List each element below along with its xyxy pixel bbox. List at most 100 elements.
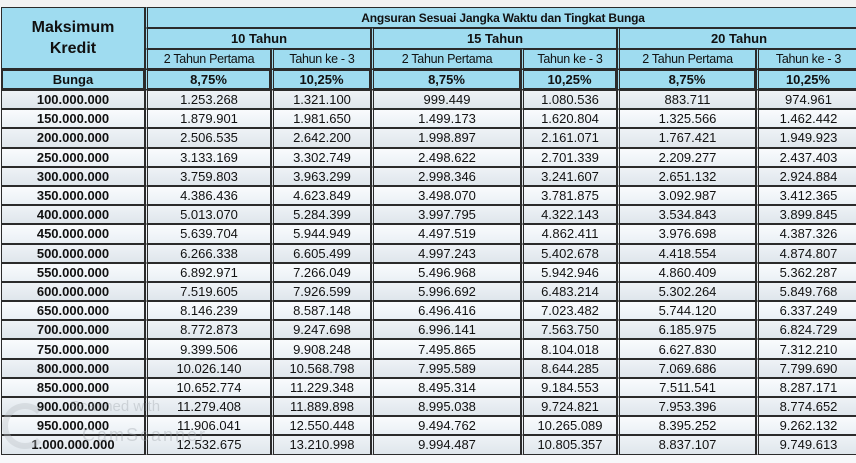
installment-cell: 5.942.946: [521, 262, 617, 282]
installment-cell: 12.532.675: [145, 435, 271, 455]
installment-cell: 2.998.346: [371, 166, 521, 186]
installment-cell: 7.953.396: [617, 397, 756, 417]
table-row: 250.000.000 3.133.169 3.302.749 2.498.622 2.…: [1, 147, 856, 167]
installment-cell: 4.322.143: [521, 205, 617, 225]
installment-cell: 2.651.132: [617, 166, 756, 186]
installment-cell: 5.402.678: [521, 243, 617, 263]
table-row: 400.000.000 5.013.070 5.284.399 3.997.795 4.…: [1, 205, 856, 225]
table-row: 200.000.000 2.506.535 2.642.200 1.998.897 2.…: [1, 128, 856, 148]
installment-cell: 4.497.519: [371, 224, 521, 244]
max-credit-cell: 150.000.000: [1, 109, 145, 129]
installment-cell: 5.996.692: [371, 281, 521, 302]
max-credit-cell: 200.000.000: [1, 128, 145, 148]
installment-cell: 8.495.314: [371, 377, 521, 397]
subheader-15-year3: Tahun ke - 3: [521, 49, 617, 69]
installment-cell: 7.023.482: [521, 301, 617, 321]
installment-cell: 1.949.923: [756, 128, 856, 148]
installment-cell: 5.362.287: [756, 262, 856, 282]
installment-cell: 3.092.987: [617, 185, 756, 206]
installment-cell: 6.605.499: [271, 243, 371, 263]
installment-cell: 9.247.698: [271, 320, 371, 340]
installment-cell: 5.284.399: [271, 205, 371, 225]
max-credit-cell: 500.000.000: [1, 243, 145, 263]
installment-cell: 4.623.849: [271, 185, 371, 206]
installment-cell: 12.550.448: [271, 416, 371, 436]
table-row: 1.000.000.000 12.532.675 13.210.998 9.994.4…: [1, 435, 856, 455]
installment-cell: 6.627.830: [617, 339, 756, 359]
max-credit-cell: 400.000.000: [1, 205, 145, 225]
installment-cell: 2.506.535: [145, 128, 271, 148]
installment-cell: 5.302.264: [617, 281, 756, 302]
max-credit-header-line2: Kredit: [49, 40, 97, 57]
installment-cell: 3.534.843: [617, 205, 756, 225]
installment-cell: 1.253.268: [145, 90, 271, 110]
term-header-10: 10 Tahun: [145, 28, 371, 49]
max-credit-header: Maksimum Kredit: [1, 7, 145, 69]
max-credit-cell: 700.000.000: [1, 320, 145, 340]
installment-cell: 3.412.365: [756, 185, 856, 206]
installment-cell: 11.279.408: [145, 397, 271, 417]
term-header-15: 15 Tahun: [371, 28, 617, 49]
installment-cell: 2.437.403: [756, 147, 856, 167]
installment-cell: 9.184.553: [521, 377, 617, 397]
installment-cell: 4.418.554: [617, 243, 756, 263]
table-row: 600.000.000 7.519.605 7.926.599 5.996.692 6.…: [1, 281, 856, 302]
rate-cell: 10,25%: [271, 69, 371, 90]
installment-cell: 7.995.589: [371, 358, 521, 378]
installment-cell: 7.926.599: [271, 281, 371, 302]
installment-cell: 6.483.214: [521, 281, 617, 302]
interest-rate-label: Bunga: [1, 69, 145, 90]
installment-cell: 13.210.998: [271, 435, 371, 455]
installment-cell: 8.104.018: [521, 339, 617, 359]
table-row: 500.000.000 6.266.338 6.605.499 4.997.243 5.…: [1, 243, 856, 263]
installment-cell: 7.266.049: [271, 262, 371, 282]
term-header-20: 20 Tahun: [617, 28, 856, 49]
installment-cell: 8.995.038: [371, 397, 521, 417]
installment-cell: 9.494.762: [371, 416, 521, 436]
installment-cell: 2.924.884: [756, 166, 856, 186]
installment-cell: 2.701.339: [521, 147, 617, 167]
max-credit-cell: 650.000.000: [1, 301, 145, 321]
max-credit-cell: 250.000.000: [1, 147, 145, 167]
installment-cell: 4.386.436: [145, 185, 271, 206]
installment-cell: 9.908.248: [271, 339, 371, 359]
installment-cell: 7.069.686: [617, 358, 756, 378]
installment-cell: 5.013.070: [145, 205, 271, 225]
installment-cell: 4.862.411: [521, 224, 617, 244]
installment-cell: 6.496.416: [371, 301, 521, 321]
max-credit-cell: 900.000.000: [1, 397, 145, 417]
installment-cell: 1.620.804: [521, 109, 617, 129]
max-credit-cell: 300.000.000: [1, 166, 145, 186]
installment-cell: 9.262.132: [756, 416, 856, 436]
installment-cell: 5.744.120: [617, 301, 756, 321]
installment-cell: 6.824.729: [756, 320, 856, 340]
installment-cell: 974.961: [756, 90, 856, 110]
max-credit-cell: 750.000.000: [1, 339, 145, 359]
installment-cell: 11.889.898: [271, 397, 371, 417]
installment-cell: 9.399.506: [145, 339, 271, 359]
installment-cell: 9.749.613: [756, 435, 856, 455]
main-title-header: Angsuran Sesuai Jangka Waktu dan Tingkat…: [145, 7, 856, 28]
rate-cell: 10,25%: [756, 69, 856, 90]
rate-cell: 8,75%: [371, 69, 521, 90]
table-row: 350.000.000 4.386.436 4.623.849 3.498.070 3.…: [1, 185, 856, 206]
installment-cell: 5.496.968: [371, 262, 521, 282]
max-credit-cell: 800.000.000: [1, 358, 145, 378]
installment-cell: 2.161.071: [521, 128, 617, 148]
table-row: 550.000.000 6.892.971 7.266.049 5.496.968 5.…: [1, 262, 856, 282]
installment-cell: 3.963.299: [271, 166, 371, 186]
installment-cell: 7.563.750: [521, 320, 617, 340]
subheader-10-first2: 2 Tahun Pertama: [145, 49, 271, 69]
installment-cell: 1.462.442: [756, 109, 856, 129]
installment-cell: 3.498.070: [371, 185, 521, 206]
table-row: 950.000.000 11.906.041 12.550.448 9.494.762…: [1, 416, 856, 436]
installment-cell: 7.511.541: [617, 377, 756, 397]
table-row: 650.000.000 8.146.239 8.587.148 6.496.416 7.…: [1, 301, 856, 321]
installment-cell: 1.879.901: [145, 109, 271, 129]
installment-cell: 8.146.239: [145, 301, 271, 321]
installment-cell: 6.337.249: [756, 301, 856, 321]
installment-cell: 5.849.768: [756, 281, 856, 302]
max-credit-cell: 450.000.000: [1, 224, 145, 244]
installment-cell: 4.387.326: [756, 224, 856, 244]
